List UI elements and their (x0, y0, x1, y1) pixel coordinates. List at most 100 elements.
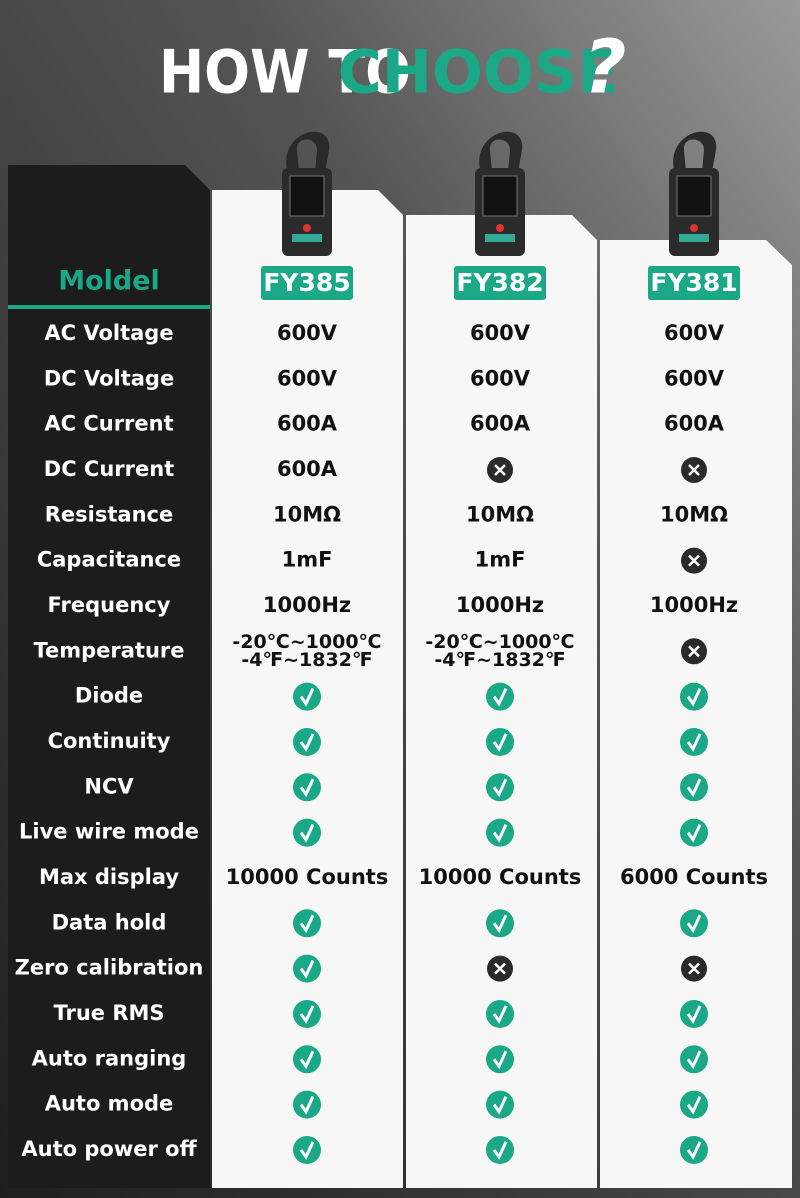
cell-text: 1mF (475, 548, 526, 572)
row-label: AC Voltage (44, 321, 173, 345)
device (282, 131, 332, 256)
check-icon (293, 1045, 321, 1074)
row-label: Live wire mode (19, 820, 199, 844)
device-screen (482, 175, 518, 217)
check (299, 778, 315, 798)
check-icon (486, 818, 514, 847)
cell-text: 600A (277, 412, 338, 436)
icon-circle (293, 1045, 321, 1074)
icon-circle (293, 954, 321, 983)
check-icon (680, 682, 708, 711)
cell-text: 600V (470, 366, 531, 390)
check (492, 823, 508, 843)
label-column (8, 165, 210, 1188)
cross (688, 464, 700, 476)
check (299, 688, 315, 707)
cell-text: -4℉~1832℉ (241, 649, 372, 671)
device-clamp (286, 131, 330, 172)
cross-icon (681, 547, 707, 574)
icon-circle (680, 999, 708, 1028)
icon-circle (486, 909, 514, 938)
device-button (690, 224, 698, 232)
check-icon (680, 1135, 708, 1164)
check (299, 914, 315, 934)
check (686, 688, 702, 707)
model-badge (454, 266, 546, 300)
device (669, 131, 719, 256)
check (492, 733, 508, 752)
cross (688, 962, 700, 975)
check (299, 1050, 315, 1070)
check-icon (680, 1045, 708, 1074)
check-icon (486, 999, 514, 1028)
row-label: Continuity (48, 729, 171, 753)
icon-circle (680, 773, 708, 802)
check-icon (293, 818, 321, 847)
check (492, 1050, 508, 1070)
row-label: NCV (84, 774, 134, 798)
model-badge (261, 266, 353, 300)
cell-text: 6000 Counts (620, 865, 768, 889)
icon-circle (293, 773, 321, 802)
icon-circle (486, 818, 514, 847)
check (299, 1141, 315, 1160)
cell-text: 1mF (282, 548, 333, 572)
check (492, 778, 508, 798)
row-label: Auto power off (21, 1137, 197, 1161)
cell-text: 600V (277, 321, 338, 345)
cell-text: 10000 Counts (226, 865, 389, 889)
check (686, 778, 702, 798)
check-icon (293, 1135, 321, 1164)
check-icon (680, 999, 708, 1028)
row-label: Frequency (48, 593, 171, 617)
cell-text: 1000Hz (650, 593, 738, 617)
check-icon (293, 682, 321, 711)
icon-circle (680, 1135, 708, 1164)
row-label: Temperature (33, 638, 184, 662)
icon-circle (680, 682, 708, 711)
check (492, 1005, 508, 1024)
cell-text: 10MΩ (660, 502, 728, 526)
check-icon (486, 727, 514, 756)
icon-circle (680, 1045, 708, 1074)
check (686, 733, 702, 752)
device-screen (289, 175, 325, 217)
cross (688, 645, 700, 658)
check (686, 1141, 702, 1160)
cell-text: 1000Hz (456, 593, 544, 617)
model-name: FY381 (650, 268, 737, 297)
icon-circle (486, 1090, 514, 1119)
check-icon (293, 999, 321, 1028)
cross-icon (681, 456, 707, 483)
check-icon (486, 1135, 514, 1164)
icon-circle (486, 682, 514, 711)
device (475, 131, 525, 256)
cell-text: 600V (277, 366, 338, 390)
column (600, 240, 792, 1188)
check-icon (293, 727, 321, 756)
check (492, 1141, 508, 1160)
cell-text: 600A (664, 412, 725, 436)
check (686, 914, 702, 934)
cell-text: 600V (664, 366, 725, 390)
check-icon (293, 773, 321, 802)
title-highlight: CHOOSE (338, 38, 618, 108)
icon-circle (680, 909, 708, 938)
icon-circle (486, 773, 514, 802)
check (492, 688, 508, 707)
check-icon (293, 954, 321, 983)
device-buttons (485, 234, 515, 242)
icon-circle (293, 1135, 321, 1164)
cell-text: 10MΩ (466, 502, 534, 526)
row-label: Diode (75, 684, 143, 708)
check (299, 733, 315, 752)
cell-text: -20℃~1000℃ (232, 631, 381, 653)
check-icon (680, 818, 708, 847)
row-label: Auto ranging (32, 1046, 187, 1070)
check (686, 823, 702, 843)
check (492, 914, 508, 934)
cell-text: 600V (664, 321, 725, 345)
row-label: Resistance (45, 502, 173, 526)
icon-circle (293, 1090, 321, 1119)
